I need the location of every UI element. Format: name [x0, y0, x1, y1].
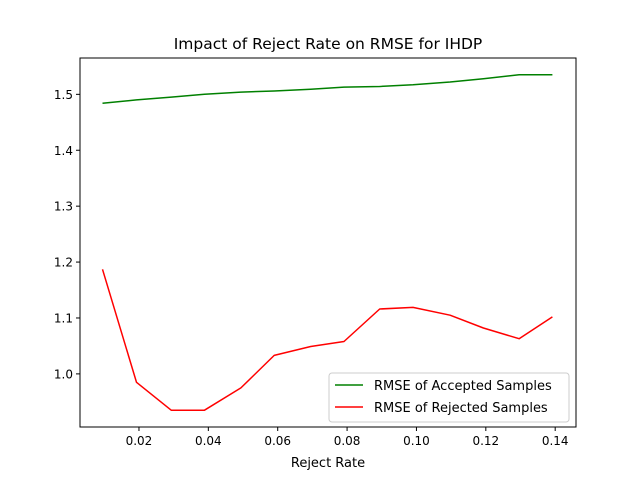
- y-tick-label: 1.2: [54, 256, 73, 270]
- x-tick-label: 0.10: [403, 434, 430, 448]
- x-tick-label: 0.12: [472, 434, 499, 448]
- x-tick-label: 0.02: [126, 434, 153, 448]
- x-tick-label: 0.14: [542, 434, 569, 448]
- chart-title: Impact of Reject Rate on RMSE for IHDP: [174, 35, 483, 53]
- y-tick-label: 1.1: [54, 311, 73, 325]
- series-line-1: [101, 269, 553, 411]
- y-axis-ticks: 1.0 1.1 1.2 1.3 1.4 1.5: [54, 88, 80, 381]
- y-tick-label: 1.3: [54, 200, 73, 214]
- series-line-0: [102, 74, 553, 105]
- x-axis-label: Reject Rate: [291, 456, 365, 471]
- plot-frame: [79, 57, 577, 428]
- x-axis-ticks: 0.02 0.04 0.06 0.08 0.10 0.12 0.14: [126, 427, 569, 448]
- y-tick-label: 1.4: [54, 144, 73, 158]
- plot-area: 0.02 0.04 0.06 0.08 0.10 0.12 0.14 1.01.11.21.…: [54, 57, 577, 448]
- y-tick-label: 1.0: [54, 367, 73, 381]
- series-lines: [101, 74, 553, 411]
- legend-label-rejected: RMSE of Rejected Samples: [374, 401, 548, 416]
- legend-label-accepted: RMSE of Accepted Samples: [374, 379, 552, 394]
- legend: RMSE of Accepted Samples RMSE of Rejecte…: [328, 372, 570, 423]
- x-tick-label: 0.08: [334, 434, 361, 448]
- x-tick-label: 0.06: [264, 434, 291, 448]
- x-tick-label: 0.04: [195, 434, 222, 448]
- y-tick-label: 1.5: [54, 88, 73, 102]
- legend-box: [328, 372, 570, 423]
